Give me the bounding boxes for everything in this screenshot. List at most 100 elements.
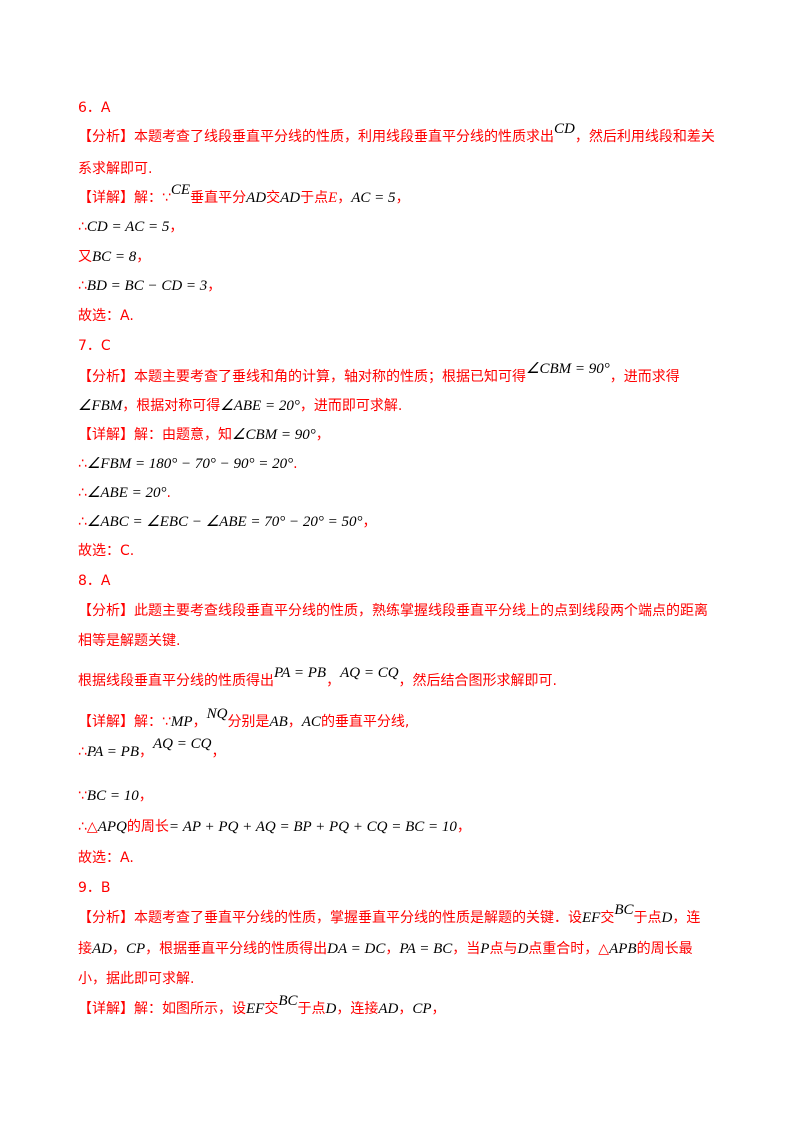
text-line: ∴CD = AC = 5，	[78, 218, 183, 236]
text-line: 系求解即可.	[78, 160, 152, 178]
text-segment: ，连接	[336, 1001, 379, 1017]
math-expression: ∠CBM = 90°	[232, 427, 316, 443]
math-expression: AC	[301, 714, 321, 730]
text-line: 故选：C.	[78, 542, 134, 560]
text-segment: 小，据此即可求解.	[78, 971, 195, 987]
math-expression: CE	[170, 182, 191, 198]
text-segment: ，然后结合图形求解即可.	[398, 673, 557, 689]
math-expression: ∠ABE = 20°	[220, 398, 300, 414]
math-expression: D	[661, 910, 673, 926]
text-segment: 交	[264, 1001, 279, 1017]
text-line: ∴∠FBM = 180° − 70° − 90° = 20°.	[78, 455, 298, 473]
math-expression: BD = BC − CD = 3	[86, 278, 208, 294]
math-expression: CP	[126, 941, 146, 957]
text-segment: 的周长	[126, 819, 169, 835]
text-segment: ，根据对称可得	[122, 398, 221, 414]
text-segment: 交	[600, 910, 615, 926]
text-segment: ，	[315, 427, 330, 443]
text-line: 6．A	[78, 99, 110, 117]
text-segment: .	[293, 456, 298, 472]
math-expression: AQ = CQ	[153, 736, 212, 752]
text-segment: 故选：A.	[78, 308, 134, 324]
math-expression: ∠CBM = 90°	[526, 361, 610, 377]
text-segment: ，然后利用线段和差关	[574, 129, 715, 145]
text-line: 【分析】本题考查了线段垂直平分线的性质，利用线段垂直平分线的性质求出CD，然后利…	[78, 121, 715, 146]
text-segment: 【详解】解：如图所示，设	[78, 1001, 246, 1017]
text-segment: 的垂直平分线,	[320, 714, 410, 730]
text-segment: 点与	[489, 941, 518, 957]
text-segment: 【分析】本题考查了垂直平分线的性质，掌握垂直平分线的性质是解题的关键．设	[78, 910, 582, 926]
math-expression: ∠FBM	[78, 398, 123, 414]
text-segment: 又	[78, 249, 92, 265]
text-line: 【分析】本题主要考查了垂线和角的计算，轴对称的性质；根据已知可得∠CBM = 9…	[78, 361, 680, 386]
text-line: ∵BC = 10，	[78, 787, 153, 805]
text-segment: ∴△	[78, 819, 98, 835]
text-segment: 相等是解题关键.	[78, 633, 181, 649]
math-expression: AD	[246, 190, 267, 206]
text-segment: ，	[326, 673, 341, 689]
text-segment: 分别是	[227, 714, 270, 730]
text-segment: 垂直平分	[190, 190, 247, 206]
text-segment: ，	[398, 1001, 413, 1017]
math-expression: AD	[92, 941, 112, 957]
math-expression: AQ = CQ	[340, 665, 399, 681]
text-line: 【详解】解：由题意，知∠CBM = 90°，	[78, 426, 330, 444]
text-segment: 于点	[300, 190, 329, 206]
text-line: 相等是解题关键.	[78, 632, 180, 650]
text-segment: 于点	[297, 1001, 326, 1017]
math-expression: APQ	[97, 819, 127, 835]
text-segment: ，	[337, 190, 352, 206]
text-segment: ∴	[78, 485, 87, 501]
math-expression: CD	[554, 121, 575, 137]
text-segment: ，	[169, 219, 184, 235]
text-segment: 【分析】本题主要考查了垂线和角的计算，轴对称的性质；根据已知可得	[78, 369, 526, 385]
text-line: 故选：A.	[78, 307, 134, 325]
text-line: 【分析】本题考查了垂直平分线的性质，掌握垂直平分线的性质是解题的关键．设EF交B…	[78, 902, 700, 927]
text-line: 7．C	[78, 337, 111, 355]
text-segment: ，	[431, 1001, 446, 1017]
math-expression: P	[480, 941, 490, 957]
math-expression: AC = 5	[351, 190, 396, 206]
math-expression: CD = AC = 5	[86, 219, 170, 235]
text-segment: ，	[456, 819, 471, 835]
math-expression: D	[517, 941, 529, 957]
text-segment: 根据线段垂直平分线的性质得出	[78, 673, 274, 689]
text-segment: ，	[362, 514, 377, 530]
text-line: ∴PA = PB，AQ = CQ，	[78, 736, 225, 761]
text-segment: ，根据垂直平分线的性质得出	[145, 941, 328, 957]
text-line: 8．A	[78, 572, 110, 590]
text-line: 接AD，CP，根据垂直平分线的性质得出DA = DC，PA = BC，当P点与D…	[78, 940, 693, 958]
math-expression: DA = DC	[327, 941, 386, 957]
text-segment: ，	[136, 249, 151, 265]
text-line: 【分析】此题主要考查线段垂直平分线的性质，熟练掌握线段垂直平分线上的点到线段两个…	[78, 602, 708, 620]
math-expression: CP	[412, 1001, 432, 1017]
math-expression: NQ	[206, 706, 228, 722]
text-segment: ∴	[78, 219, 87, 235]
math-expression: ∠FBM = 180° − 70° − 90° = 20°	[86, 456, 294, 472]
text-line: 【详解】解：∵MP，NQ分别是AB，AC的垂直平分线,	[78, 706, 410, 731]
text-segment: 【详解】解：∵	[78, 714, 171, 730]
text-segment: ，	[139, 744, 153, 760]
text-line: ∠FBM，根据对称可得∠ABE = 20°，进而即可求解.	[78, 397, 402, 415]
text-segment: ∴	[78, 744, 87, 760]
text-line: 又BC = 8，	[78, 248, 150, 266]
text-segment: ，	[192, 714, 207, 730]
text-segment: ∴	[78, 278, 87, 294]
text-segment: 于点	[633, 910, 662, 926]
text-segment: 点重合时，△	[528, 941, 610, 957]
text-line: 根据线段垂直平分线的性质得出PA = PB，AQ = CQ，然后结合图形求解即可…	[78, 665, 557, 690]
math-expression: AB	[269, 714, 288, 730]
math-expression: D	[325, 1001, 337, 1017]
text-segment: 故选：C.	[78, 543, 135, 559]
math-expression: PA = PB	[86, 744, 139, 760]
math-expression: PA = BC	[399, 941, 453, 957]
text-segment: ，	[112, 941, 126, 957]
math-expression: AD	[378, 1001, 399, 1017]
text-segment: 交	[266, 190, 281, 206]
math-expression: = AP + PQ + AQ = BP + PQ + CQ = BC = 10	[168, 819, 457, 835]
text-segment: 9．B	[78, 880, 111, 896]
text-segment: ，	[287, 714, 302, 730]
math-expression: AD	[280, 190, 301, 206]
text-segment: .	[166, 485, 171, 501]
text-segment: ，	[138, 788, 153, 804]
